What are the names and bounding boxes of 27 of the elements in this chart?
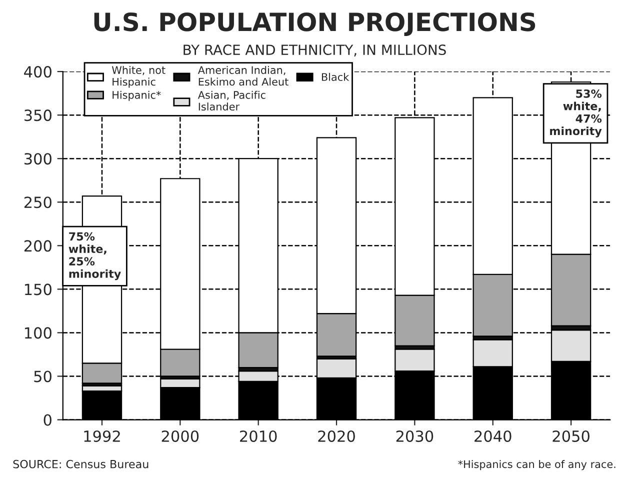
y-tick-label: 0 — [44, 414, 52, 426]
legend-label: White, not Hispanic — [112, 66, 166, 88]
x-tick-label: 2000 — [162, 430, 199, 442]
annotation: 75% white, 25% minority — [68, 232, 121, 280]
y-tick-label: 350 — [24, 110, 52, 122]
legend-label: Black — [322, 72, 350, 81]
x-tick-label: 2050 — [552, 430, 590, 442]
y-tick-label: 100 — [25, 327, 52, 339]
legend-label: Asian, Pacific Islander — [198, 90, 266, 111]
y-tick-label: 300 — [24, 153, 52, 165]
text: *Hispanics can be of any race. — [458, 460, 616, 470]
x-tick-label: 2040 — [474, 430, 512, 442]
y-tick-label: 150 — [25, 284, 52, 296]
legend-label: Hispanic* — [112, 90, 161, 101]
x-tick-label: 2020 — [318, 430, 355, 442]
x-tick-label: 2030 — [396, 430, 434, 442]
x-tick-label: 2010 — [240, 430, 277, 442]
y-tick-label: 200 — [24, 240, 52, 252]
legend-label: American Indian, Eskimo and Aleut — [198, 66, 288, 86]
chart-subtitle: BY RACE AND ETHNICITY, IN MILLIONS — [184, 44, 446, 56]
chart-title: U.S. POPULATION PROJECTIONS — [94, 12, 536, 36]
x-tick-label: 1992 — [84, 430, 120, 442]
y-tick-label: 250 — [24, 196, 52, 208]
y-tick-label: 400 — [24, 66, 52, 78]
y-tick-label: 50 — [34, 370, 52, 382]
source-note: SOURCE: Census Bureau — [13, 460, 148, 468]
annotation: 53% white, 47% minority — [550, 89, 602, 138]
